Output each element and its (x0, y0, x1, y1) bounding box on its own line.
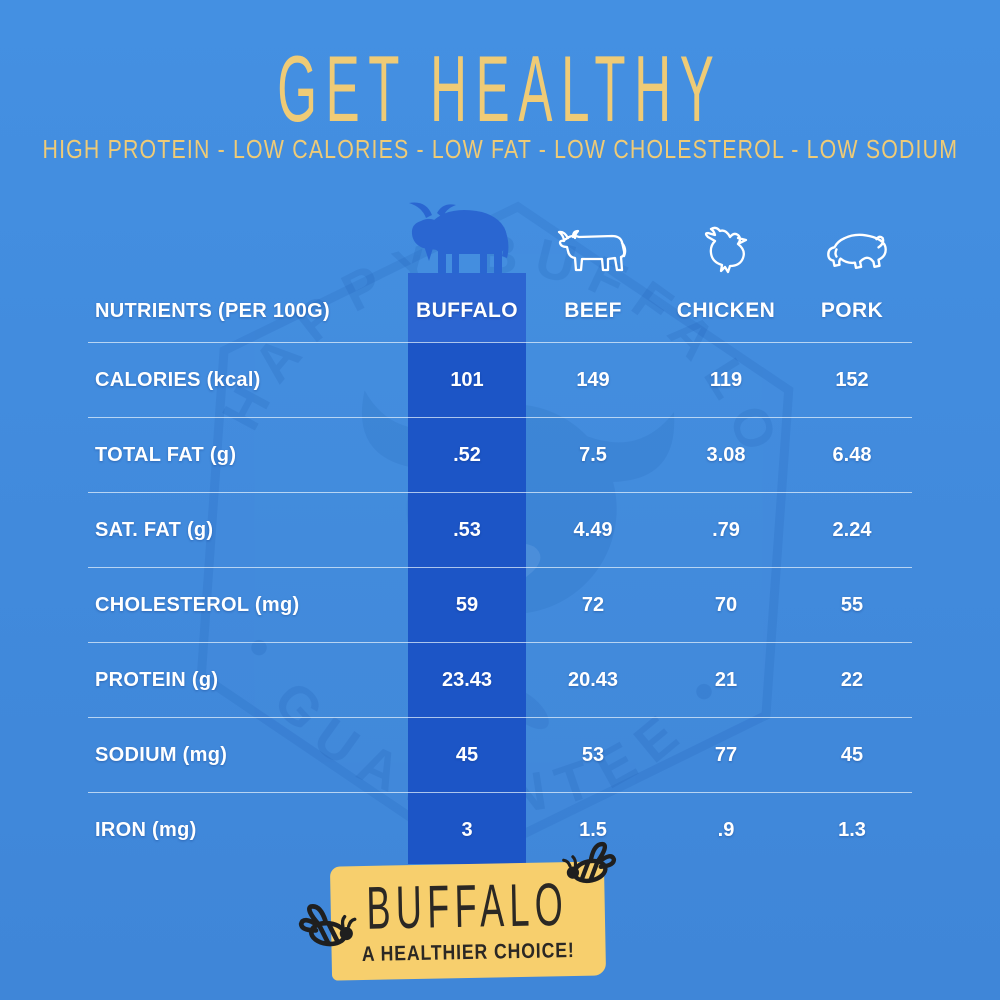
cell-value: .9 (717, 818, 735, 841)
cell-value: 152 (835, 368, 869, 391)
nutrition-table: NUTRIENTS (PER 100G) BUFFALO BEEF CHICKE… (88, 280, 912, 867)
table-row: PROTEIN (g) 23.43 20.43 21 22 (88, 642, 912, 717)
header: GET HEALTHY (0, 36, 1000, 141)
row-label: SAT. FAT (g) (95, 518, 214, 541)
page-title: GET HEALTHY (277, 36, 723, 141)
cow-icon (557, 229, 627, 272)
table-row: SAT. FAT (g) .53 4.49 .79 2.24 (88, 492, 912, 567)
corner-label: NUTRIENTS (PER 100G) (95, 299, 330, 322)
cell-value: 6.48 (832, 443, 872, 466)
column-header-pork: PORK (820, 299, 884, 322)
table-header-row: NUTRIENTS (PER 100G) BUFFALO BEEF CHICKE… (88, 280, 912, 342)
cell-value: 23.43 (441, 668, 493, 691)
chicken-icon (704, 226, 748, 274)
cell-value: 1.5 (579, 818, 607, 841)
cell-value: 70 (714, 593, 738, 616)
page-subtitle: HIGH PROTEIN - LOW CALORIES - LOW FAT - … (42, 134, 958, 164)
row-label: IRON (mg) (95, 818, 197, 841)
row-label: SODIUM (mg) (95, 743, 228, 766)
table-row: TOTAL FAT (g) .52 7.5 3.08 6.48 (88, 417, 912, 492)
cell-value: 45 (455, 743, 479, 766)
cell-value: 149 (576, 368, 610, 391)
cell-value: 55 (840, 593, 864, 616)
buffalo-highlight-band (408, 273, 526, 864)
cell-value: 7.5 (579, 443, 607, 466)
row-label: CALORIES (kcal) (95, 368, 261, 391)
cell-value: 2.24 (832, 518, 872, 541)
cell-value: 53 (581, 743, 605, 766)
buffalo-header-box (408, 273, 526, 342)
table-row: SODIUM (mg) 45 53 77 45 (88, 717, 912, 792)
bee-icon (298, 904, 357, 947)
callout-subtitle: A HEALTHIER CHOICE! (362, 938, 576, 966)
column-header-buffalo: BUFFALO (416, 299, 518, 322)
cell-value: 4.49 (573, 518, 613, 541)
row-label: PROTEIN (g) (95, 668, 219, 691)
cell-value: .53 (453, 518, 481, 541)
cell-value: 101 (450, 368, 484, 391)
cell-value: 119 (709, 368, 743, 391)
table-row: CHOLESTEROL (mg) 59 72 70 55 (88, 567, 912, 642)
column-header-chicken: CHICKEN (676, 299, 776, 322)
cell-value: 3.08 (706, 443, 746, 466)
cell-value: 77 (714, 743, 738, 766)
bee-icon (562, 841, 617, 884)
cell-value: 72 (581, 593, 605, 616)
cell-value: 22 (840, 668, 864, 691)
cell-value: .79 (712, 518, 740, 541)
cell-value: 45 (840, 743, 864, 766)
cell-value: 3 (461, 818, 473, 841)
row-label: TOTAL FAT (g) (95, 443, 237, 466)
table-row: CALORIES (kcal) 101 149 119 152 (88, 342, 912, 417)
cell-value: .52 (453, 443, 481, 466)
cell-value: 21 (714, 668, 738, 691)
column-header-beef: BEEF (564, 299, 622, 322)
cell-value: 20.43 (567, 668, 619, 691)
callout-title: BUFFALO (366, 870, 570, 942)
cell-value: 1.3 (838, 818, 866, 841)
row-label: CHOLESTEROL (mg) (95, 593, 300, 616)
buffalo-icon (409, 202, 509, 274)
cell-value: 59 (455, 593, 479, 616)
table-row: IRON (mg) 3 1.5 .9 1.3 (88, 792, 912, 867)
pig-icon (827, 233, 887, 270)
